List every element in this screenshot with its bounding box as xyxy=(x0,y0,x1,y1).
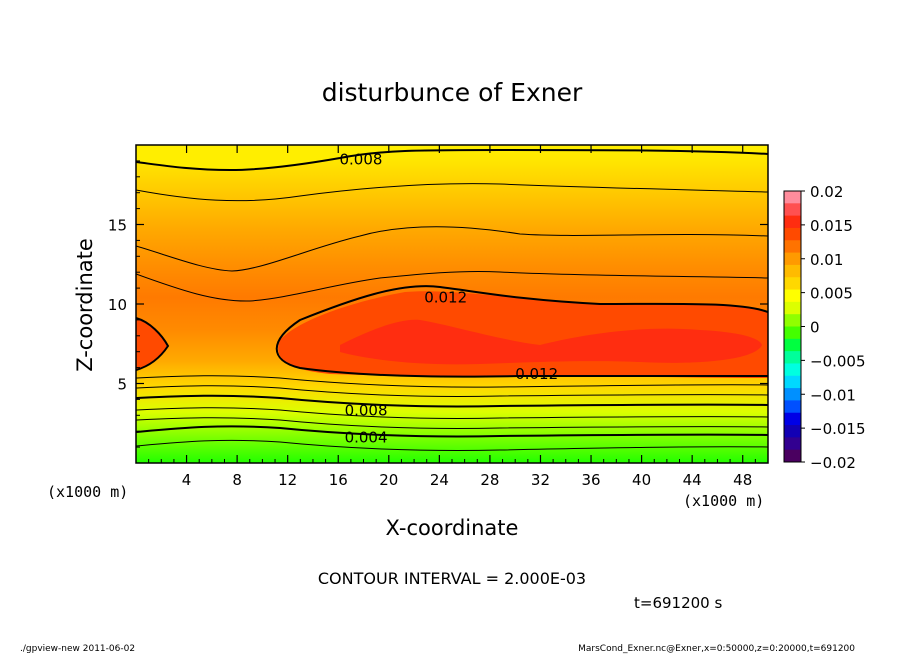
colorbar-swatch xyxy=(784,215,801,229)
colorbar: 0.02 0.015 0.01 0.005 0 −0.005 −0.01 −0.015 −0.0… xyxy=(783,183,866,472)
x-tick-label: 4 xyxy=(182,471,192,489)
x-unit-right: (x1000 m) xyxy=(683,492,764,510)
colorbar-label: 0.015 xyxy=(810,217,853,235)
colorbar-swatch xyxy=(784,388,801,401)
x-tick-label: 48 xyxy=(733,471,752,489)
colorbar-label: −0.015 xyxy=(810,420,866,438)
x-tick-label: 20 xyxy=(379,471,398,489)
colorbar-swatch xyxy=(784,437,801,451)
colorbar-swatch xyxy=(784,351,801,364)
colorbar-swatch xyxy=(784,191,801,204)
colorbar-swatch xyxy=(784,301,801,315)
colorbar-swatch xyxy=(784,289,801,303)
contour-label: 0.004 xyxy=(345,429,388,447)
colorbar-swatch xyxy=(784,449,801,463)
x-tick-label: 24 xyxy=(430,471,449,489)
colorbar-swatch xyxy=(784,264,801,278)
footer-right: MarsCond_Exner.nc@Exner,x=0:50000,z=0:20… xyxy=(578,644,855,654)
colorbar-swatch xyxy=(784,375,801,389)
time-text: t=691200 s xyxy=(634,594,722,612)
colorbar-swatch xyxy=(784,203,801,217)
plot-area xyxy=(136,145,768,463)
x-tick-label: 44 xyxy=(683,471,702,489)
x-tick-label: 8 xyxy=(232,471,242,489)
x-tick-label: 36 xyxy=(581,471,600,489)
y-axis-title: Z-coordinate xyxy=(73,238,97,372)
x-tick-label: 40 xyxy=(632,471,651,489)
x-axis: 4 8 12 16 20 24 28 32 36 40 44 48 xyxy=(148,145,756,489)
contour-label: 0.008 xyxy=(340,150,383,168)
contour-label: 0.008 xyxy=(345,402,388,420)
x-tick-label: 12 xyxy=(278,471,297,489)
x-tick-label: 28 xyxy=(480,471,499,489)
colorbar-label: 0 xyxy=(810,319,820,337)
contour-lines xyxy=(136,149,768,452)
chart-title: disturbunce of Exner xyxy=(322,78,583,107)
x-tick-label: 16 xyxy=(329,471,348,489)
contour-label: 0.012 xyxy=(515,365,558,383)
field-upper-band xyxy=(136,145,768,170)
colorbar-swatch xyxy=(784,252,801,266)
colorbar-label: 0.01 xyxy=(810,251,843,269)
colorbar-swatch xyxy=(784,425,801,438)
y-tick-label: 15 xyxy=(108,217,127,235)
colorbar-swatch xyxy=(784,412,801,426)
x-axis-title: X-coordinate xyxy=(386,516,519,540)
colorbar-label: 0.005 xyxy=(810,285,853,303)
colorbar-swatch xyxy=(784,400,801,414)
contour-line-0012-main xyxy=(275,285,768,378)
colorbar-swatch xyxy=(784,326,801,340)
y-tick-label: 10 xyxy=(108,296,127,314)
colorbar-swatch xyxy=(784,314,801,327)
contour-line-0008-top xyxy=(136,149,768,172)
y-tick-label: 5 xyxy=(117,376,127,394)
contour-line-0012-left xyxy=(136,317,170,371)
colorbar-swatch xyxy=(784,240,801,254)
colorbar-swatch xyxy=(784,338,801,352)
colorbar-swatch xyxy=(784,363,801,377)
field-core-inner xyxy=(340,319,762,365)
footer-left: ./gpview-new 2011-06-02 xyxy=(20,644,135,654)
contour-interval-text: CONTOUR INTERVAL = 2.000E-03 xyxy=(318,569,586,588)
y-axis: 5 10 15 xyxy=(108,160,768,448)
field-core-left xyxy=(136,318,168,370)
colorbar-label: 0.02 xyxy=(810,183,843,201)
colorbar-label: −0.005 xyxy=(810,352,866,370)
contour-label: 0.012 xyxy=(424,289,467,307)
contour-labels: 0.008 0.012 0.012 0.008 0.004 xyxy=(340,150,559,446)
colorbar-label: −0.02 xyxy=(810,454,856,472)
x-tick-label: 32 xyxy=(531,471,550,489)
colorbar-label: −0.01 xyxy=(810,386,856,404)
colorbar-swatch xyxy=(784,277,801,291)
colorbar-swatch xyxy=(784,227,801,241)
x-unit-left: (x1000 m) xyxy=(47,483,128,501)
